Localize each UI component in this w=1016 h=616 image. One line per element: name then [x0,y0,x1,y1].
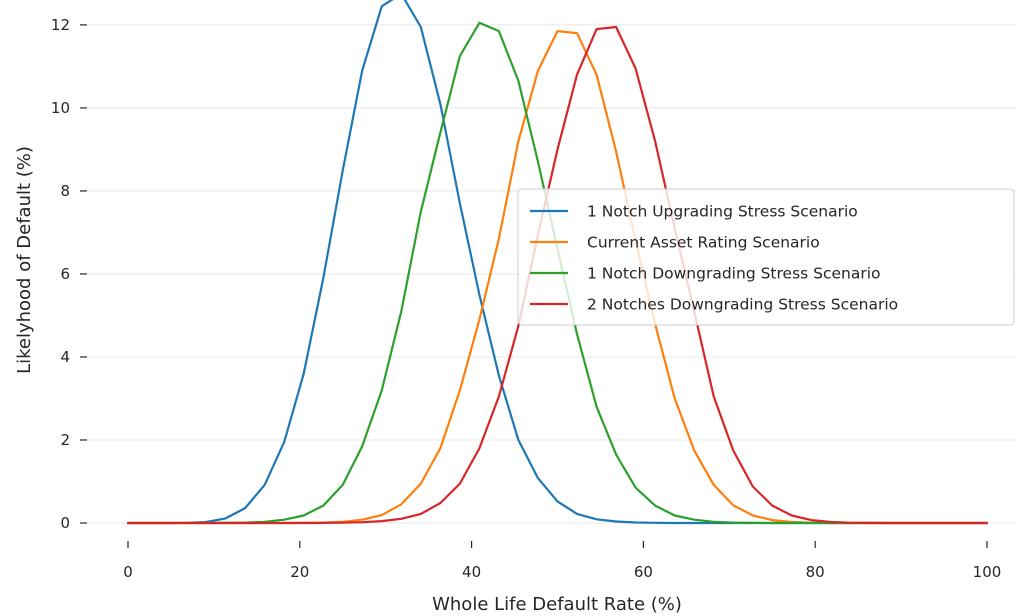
y-axis-label: Likelyhood of Default (%) [14,146,35,374]
legend-box [517,188,1015,326]
legend-label: 2 Notches Downgrading Stress Scenario [587,296,898,314]
legend-label: 1 Notch Upgrading Stress Scenario [587,203,858,221]
y-tick-label: 4 [60,348,70,366]
y-tick-label: 0 [60,514,70,532]
y-tick-label: 12 [51,16,70,34]
y-tick-label: 8 [60,182,70,200]
x-axis: 0 20 40 60 80 100 [123,541,1001,581]
x-tick-label: 60 [634,563,653,581]
x-tick-label: 80 [806,563,825,581]
x-tick-label: 100 [973,563,1002,581]
x-tick-label: 0 [123,563,133,581]
legend: 1 Notch Upgrading Stress Scenario Current… [517,188,1015,326]
y-tick-label: 2 [60,431,70,449]
series-lines [126,0,989,525]
y-axis: 0 2 4 6 8 10 12 [51,16,87,532]
x-axis-label: Whole Life Default Rate (%) [432,594,682,615]
x-tick-label: 20 [290,563,309,581]
series-line-4 [126,25,989,525]
y-tick-label: 10 [51,99,70,117]
x-tick-label: 40 [462,563,481,581]
legend-label: 1 Notch Downgrading Stress Scenario [587,265,881,283]
y-tick-label: 6 [60,265,70,283]
legend-label: Current Asset Rating Scenario [587,234,820,252]
